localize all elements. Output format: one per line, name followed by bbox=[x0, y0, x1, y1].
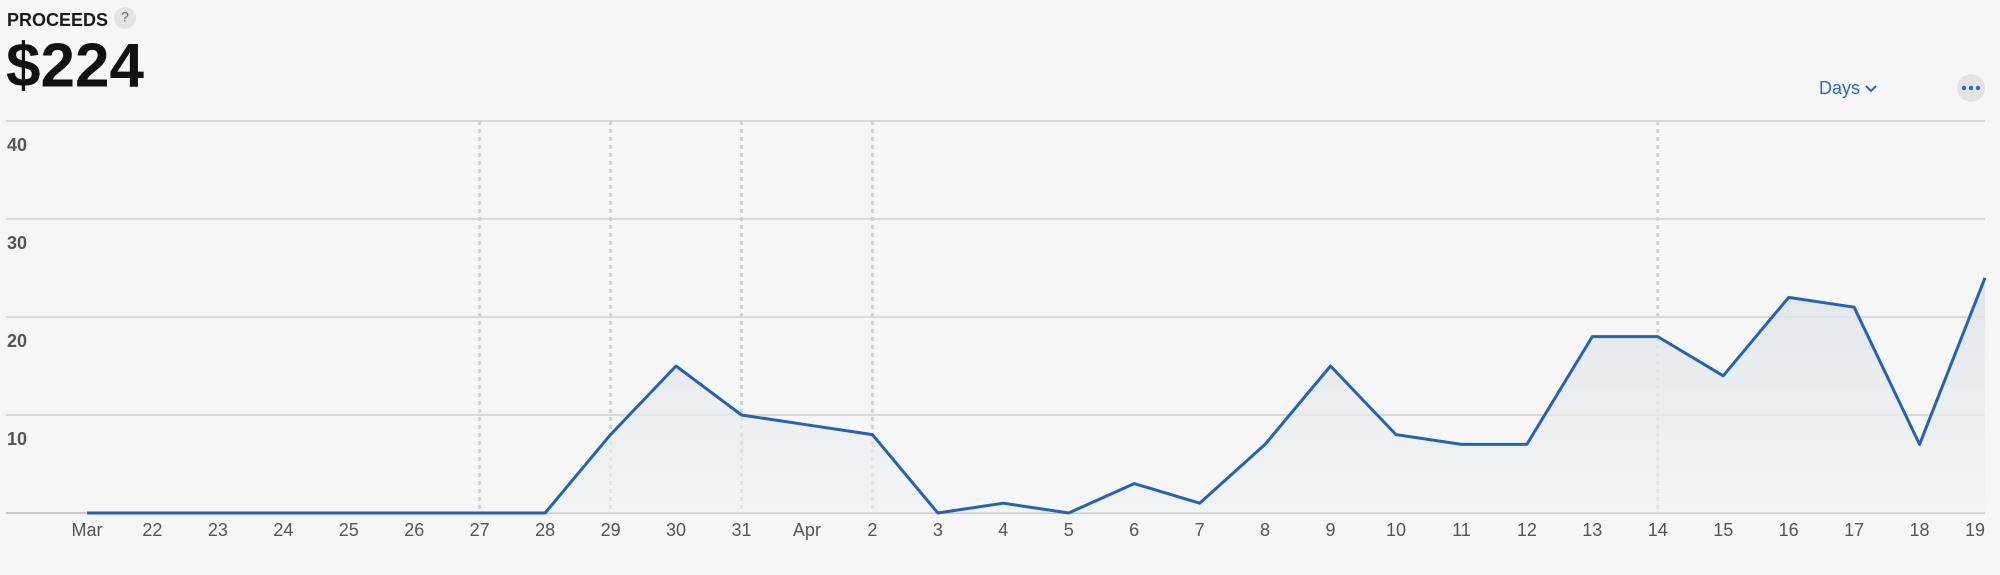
x-tick-label: 19 bbox=[1965, 520, 1985, 540]
x-tick-label: 11 bbox=[1452, 520, 1471, 540]
more-dot[interactable] bbox=[1968, 85, 1974, 91]
area-fill bbox=[87, 277, 1985, 513]
metric-label: PROCEEDS bbox=[7, 10, 108, 30]
x-tick-label: 24 bbox=[273, 520, 293, 540]
x-tick-label: 15 bbox=[1713, 520, 1733, 540]
x-tick-label: 23 bbox=[208, 520, 228, 540]
x-tick-label: 18 bbox=[1910, 520, 1930, 540]
x-tick-label: 30 bbox=[666, 520, 686, 540]
x-tick-label: 9 bbox=[1326, 520, 1336, 540]
x-tick-label: 3 bbox=[933, 520, 943, 540]
x-tick-label: 8 bbox=[1260, 520, 1270, 540]
help-icon[interactable]: ? bbox=[121, 9, 129, 25]
x-tick-label: 6 bbox=[1129, 520, 1139, 540]
help-button[interactable] bbox=[114, 7, 136, 29]
x-tick-label: 12 bbox=[1517, 520, 1537, 540]
period-selector[interactable]: Days bbox=[1819, 78, 1860, 98]
x-tick-label: Apr bbox=[793, 520, 821, 540]
y-tick-label: 20 bbox=[7, 331, 27, 351]
x-tick-label: 25 bbox=[339, 520, 359, 540]
more-dot[interactable] bbox=[1975, 85, 1981, 91]
x-tick-label: 22 bbox=[142, 520, 162, 540]
y-tick-label: 30 bbox=[7, 233, 27, 253]
x-tick-label: 29 bbox=[601, 520, 621, 540]
x-tick-label: 13 bbox=[1582, 520, 1602, 540]
period-chevron[interactable] bbox=[1865, 85, 1877, 93]
x-tick-label: 16 bbox=[1779, 520, 1799, 540]
x-tick-label: Mar bbox=[72, 520, 103, 540]
x-tick-label: 14 bbox=[1648, 520, 1668, 540]
x-tick-label: 5 bbox=[1064, 520, 1074, 540]
line-series bbox=[87, 277, 1987, 515]
x-tick-label: 31 bbox=[731, 520, 751, 540]
x-tick-label: 10 bbox=[1386, 520, 1406, 540]
x-tick-label: 2 bbox=[867, 520, 877, 540]
x-tick-label: 4 bbox=[998, 520, 1008, 540]
x-tick-label: 26 bbox=[404, 520, 424, 540]
total-value: $224 bbox=[6, 31, 144, 100]
x-tick-label: 27 bbox=[470, 520, 490, 540]
x-tick-label: 17 bbox=[1844, 520, 1864, 540]
y-tick-label: 40 bbox=[7, 135, 27, 155]
y-tick-label: 10 bbox=[7, 429, 27, 449]
x-tick-label: 28 bbox=[535, 520, 555, 540]
x-tick-label: 7 bbox=[1195, 520, 1205, 540]
more-dot[interactable] bbox=[1961, 85, 1967, 91]
